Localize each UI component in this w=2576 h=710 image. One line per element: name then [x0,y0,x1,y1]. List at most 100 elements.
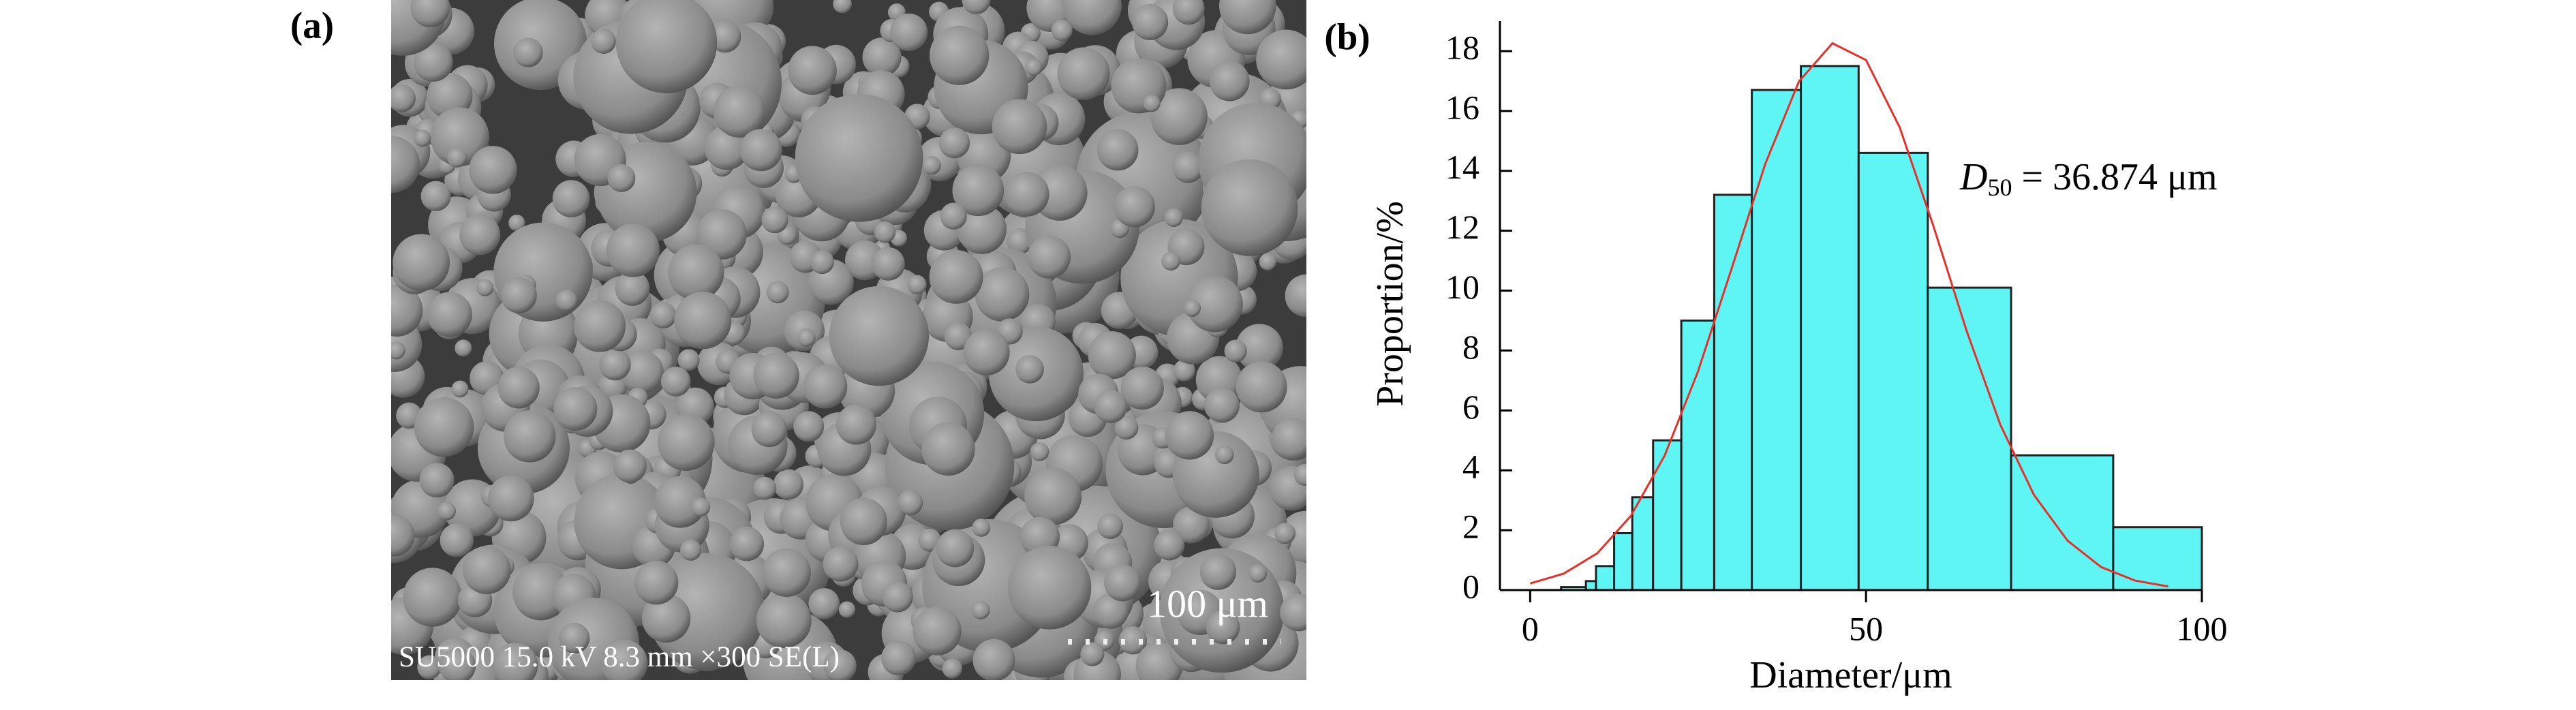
particle [971,601,990,619]
particle [427,72,473,119]
particle [972,519,991,537]
particle [1007,546,1092,630]
particle [508,214,525,232]
particle [795,94,923,222]
bar [1652,439,1683,591]
particle [898,490,923,516]
x-tick-label: 100 [2177,609,2228,647]
particle [591,29,617,54]
particle [393,234,450,292]
particle [1097,513,1124,540]
bar [2112,526,2203,591]
particle [713,85,765,138]
particle [922,155,941,175]
particle [503,410,556,463]
y-tick-label: 10 [1445,268,1479,306]
particle [1236,324,1283,371]
particle [459,214,501,256]
particle [462,546,511,594]
particle [1293,464,1306,486]
y-tick-label: 14 [1445,148,1479,186]
particle [773,469,804,500]
particle [696,209,747,260]
particle [1080,642,1105,666]
particle [972,638,1015,680]
particle [1104,564,1141,602]
y-tick-label: 12 [1445,208,1479,246]
particle [455,339,472,357]
particle [613,449,647,483]
particle [1256,29,1306,90]
particle [1143,94,1161,112]
particle [691,497,711,517]
y-tick-label: 8 [1462,328,1479,366]
particle [907,275,927,295]
particle [391,136,420,194]
particle [414,129,431,147]
particle [391,514,415,557]
y-tick-label: 6 [1462,388,1479,426]
particle [427,292,472,337]
particle [658,414,715,471]
particle [829,285,930,386]
particle [414,397,474,457]
particle [440,647,476,680]
particle [753,476,776,500]
particle [1025,59,1043,76]
particle [615,271,650,306]
particle [403,568,462,627]
annotation-text: = 36.874 μm [2012,156,2217,198]
particle [1092,593,1129,629]
particle [476,279,494,296]
particle [890,13,928,52]
particle [1214,445,1234,465]
particle [1269,465,1306,511]
particle [788,46,837,95]
particle [913,606,962,655]
particle [1280,593,1306,632]
particle [1224,339,1247,362]
y-tick-label: 16 [1445,88,1479,126]
particle [739,129,782,172]
particle [766,281,789,304]
particle [679,539,702,561]
particle [1172,151,1204,183]
particle [1031,165,1088,221]
particle [1118,626,1148,655]
particle [1199,553,1237,590]
particle [808,588,840,619]
annotation-symbol: D [1959,156,1987,198]
particle [882,581,913,613]
particle [1172,0,1205,25]
particle [492,643,538,680]
particle [660,367,691,397]
particle [1173,359,1195,382]
y-tick-label: 0 [1462,567,1479,605]
bar [1613,532,1634,591]
particle [497,367,540,409]
particle [930,25,990,85]
particle [559,622,590,654]
particle [607,164,636,192]
particle [1114,416,1139,440]
particle [469,146,517,194]
panel-label: (b) [1324,16,1370,58]
bar [1927,286,2012,591]
particle [654,476,706,528]
bar [1631,496,1655,591]
particle [552,180,590,217]
scale-bar-label: 100 μm [1147,581,1268,626]
particle [762,548,811,597]
particle [1030,442,1049,461]
particle [600,640,648,680]
particle [1272,418,1306,460]
particle [1120,366,1164,410]
particle [430,107,489,166]
bar [1800,65,1860,591]
fit-curve [1529,42,2168,588]
particle [1114,186,1155,228]
particle [838,601,856,618]
particle [634,560,679,605]
bar [2010,454,2115,591]
